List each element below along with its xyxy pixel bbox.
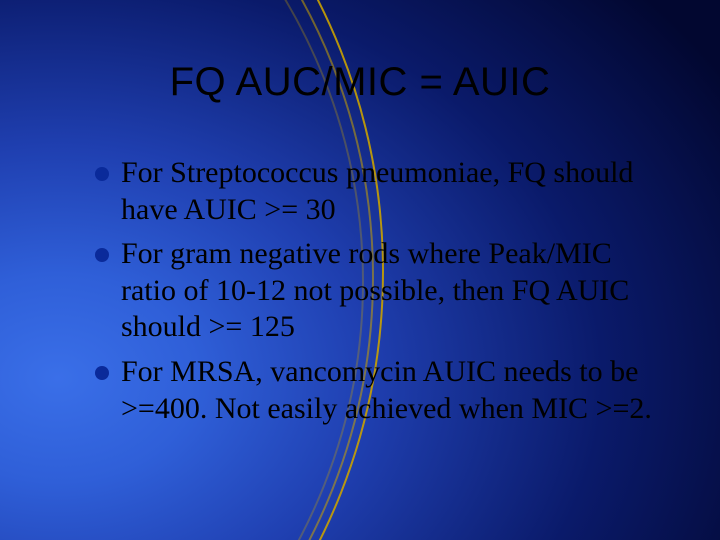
bullet-dot-icon (95, 167, 109, 181)
slide-title: FQ AUC/MIC = AUIC (0, 60, 720, 105)
slide: FQ AUC/MIC = AUIC For Streptococcus pneu… (0, 0, 720, 540)
bullet-text: For Streptococcus pneumoniae, FQ should … (121, 155, 665, 228)
bullet-text: For MRSA, vancomycin AUIC needs to be >=… (121, 354, 665, 427)
bullet-item: For MRSA, vancomycin AUIC needs to be >=… (95, 354, 665, 427)
slide-body: For Streptococcus pneumoniae, FQ should … (95, 155, 665, 435)
bullet-text: For gram negative rods where Peak/MIC ra… (121, 236, 665, 346)
bullet-item: For Streptococcus pneumoniae, FQ should … (95, 155, 665, 228)
bullet-item: For gram negative rods where Peak/MIC ra… (95, 236, 665, 346)
bullet-dot-icon (95, 248, 109, 262)
bullet-dot-icon (95, 366, 109, 380)
